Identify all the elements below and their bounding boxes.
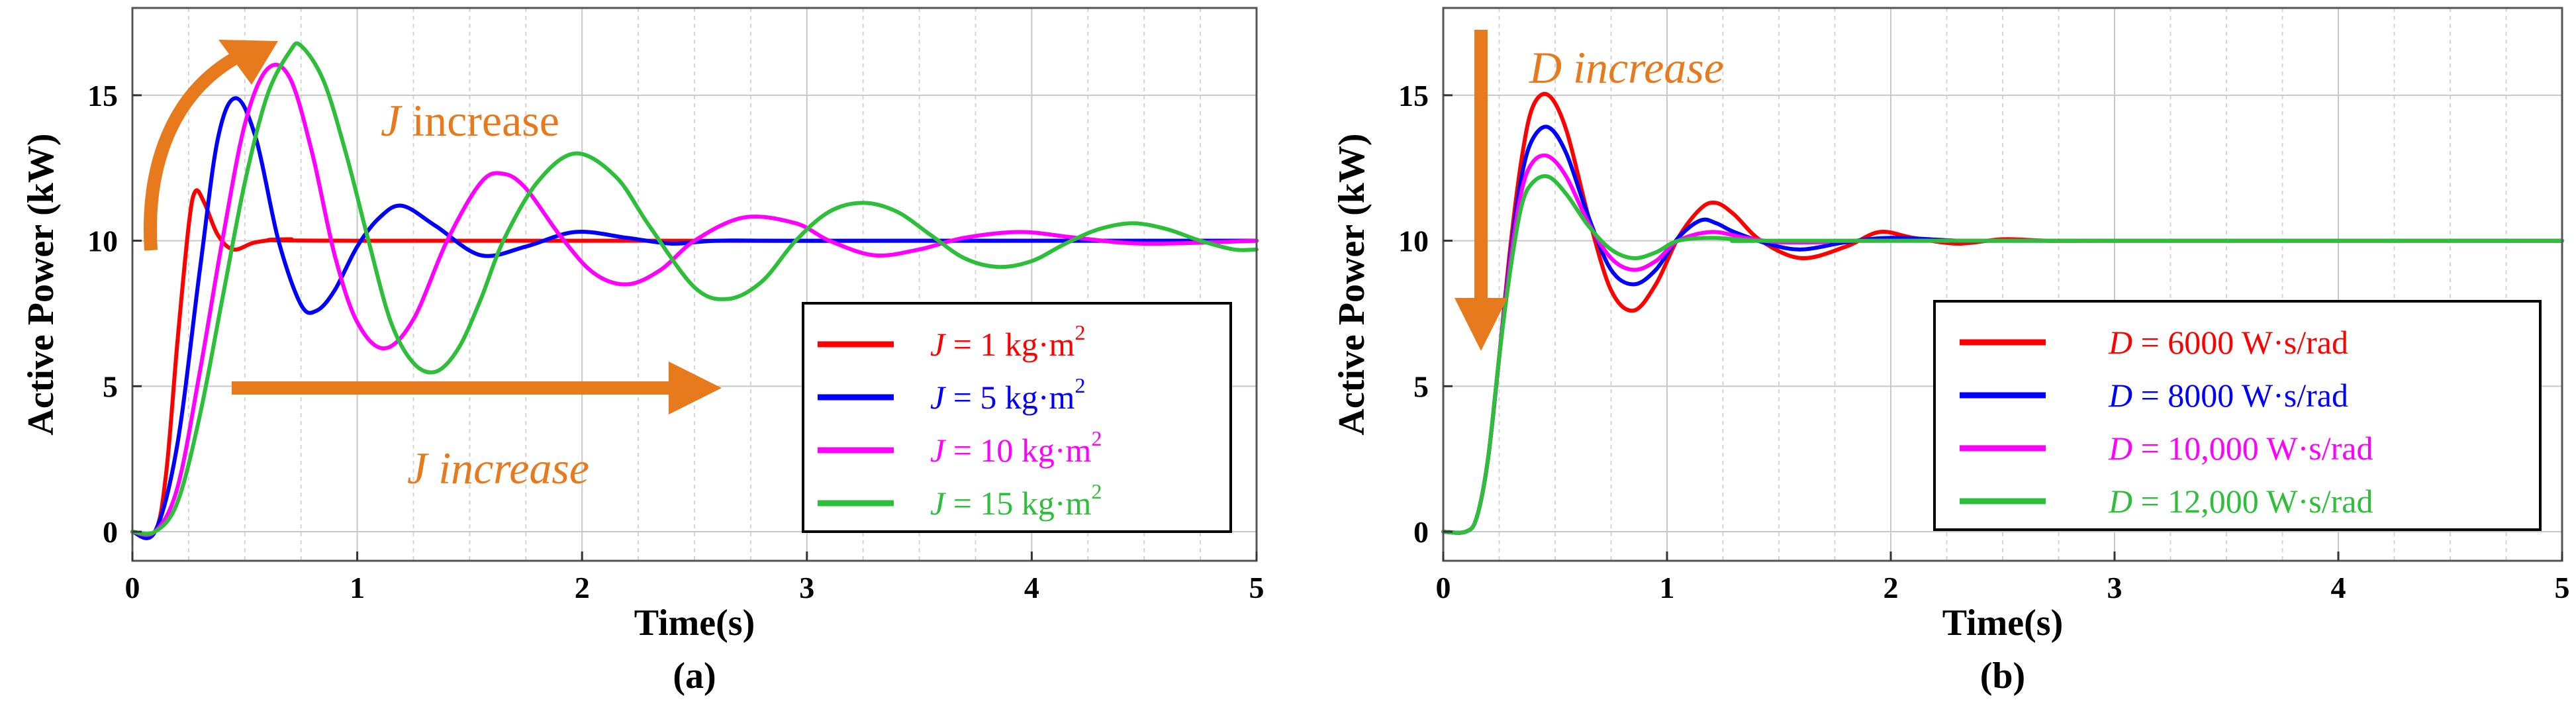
panel-label: (b)	[1980, 655, 2025, 697]
annotation-symbol: D	[1529, 42, 1562, 93]
y-axis-title: Active Power (kW)	[21, 133, 62, 435]
legend-superscript: 2	[1074, 320, 1085, 344]
legend-symbol: D	[2108, 430, 2132, 467]
legend-entry: J = 1 kg·m2	[930, 320, 1085, 363]
axes-frame	[1442, 7, 2563, 562]
annotation-text: increase	[1562, 42, 1724, 93]
annotation-text: increase	[401, 95, 559, 146]
legend-symbol: J	[930, 485, 947, 522]
legend-label: = 15 kg·m	[945, 485, 1091, 522]
series-line-2	[130, 62, 1259, 537]
x-tick-label: 4	[2331, 571, 2346, 604]
legend-symbol: J	[930, 326, 947, 363]
x-tick-label: 1	[1660, 571, 1675, 604]
x-tick-label: 3	[799, 571, 814, 604]
annotation-label: D increase	[1529, 42, 1724, 93]
y-axis-title: Active Power (kW)	[1331, 133, 1372, 435]
x-tick-label: 2	[1884, 571, 1899, 604]
y-tick-label: 0	[103, 515, 118, 549]
chart-panel-a: 0 1 2 3 4 5 0 5 10 15 Time(s) Active Power (kW) (a) J…	[21, 7, 1264, 697]
x-tick-label: 0	[125, 571, 140, 604]
panel-label: (a)	[673, 655, 716, 697]
legend-entry: D = 6000 W·s/rad	[2108, 324, 2348, 361]
legend-label: = 5 kg·m	[945, 379, 1074, 416]
x-tick-label: 0	[1436, 571, 1451, 604]
legend-label: = 12,000 W·s/rad	[2132, 483, 2373, 520]
annotation-arrow-head	[218, 40, 278, 85]
legend-entry: J = 15 kg·m2	[930, 479, 1102, 522]
legend-symbol: D	[2108, 324, 2132, 361]
x-axis-title: Time(s)	[634, 602, 755, 644]
annotation-label: J increase	[381, 95, 559, 146]
y-tick-label: 5	[103, 369, 118, 403]
legend-label: = 10 kg·m	[945, 432, 1091, 469]
x-tick-label: 3	[2107, 571, 2123, 604]
legend-symbol: J	[930, 379, 947, 416]
legend-superscript: 2	[1091, 479, 1102, 503]
legend-entry: D = 8000 W·s/rad	[2108, 377, 2348, 414]
annotation-up: J increase	[144, 40, 559, 251]
legend-label: = 10,000 W·s/rad	[2132, 430, 2373, 467]
y-tick-label: 5	[1413, 369, 1429, 403]
legend-label: = 8000 W·s/rad	[2132, 377, 2348, 414]
annotation-label: J increase	[407, 443, 589, 493]
series-line-3	[130, 41, 1259, 536]
y-tick-label: 15	[87, 79, 118, 113]
x-tick-label: 4	[1024, 571, 1039, 604]
legend-entry: D = 10,000 W·s/rad	[2108, 430, 2373, 467]
annotation-symbol: J	[381, 95, 403, 146]
y-tick-label: 15	[1398, 79, 1429, 113]
series-line-3	[1441, 174, 2564, 535]
x-tick-label: 2	[575, 571, 590, 604]
annotation-down: D increase	[1455, 30, 1724, 351]
legend-entry: J = 5 kg·m2	[930, 373, 1085, 416]
annotation-text: increase	[427, 443, 589, 493]
x-tick-label: 5	[1249, 571, 1264, 604]
y-tick-label: 10	[1398, 224, 1429, 258]
legend-symbol: J	[930, 432, 947, 469]
legend-symbol: D	[2108, 483, 2132, 520]
axes-frame	[131, 7, 1258, 562]
annotation-arrow	[144, 50, 242, 251]
legend-entry: J = 10 kg·m2	[930, 426, 1102, 469]
annotation-symbol: J	[407, 443, 429, 493]
legend-superscript: 2	[1091, 426, 1102, 450]
x-tick-label: 5	[2555, 571, 2570, 604]
legend-entry: D = 12,000 W·s/rad	[2108, 483, 2373, 520]
y-tick-label: 0	[1413, 515, 1429, 549]
annotation-right: J increase	[232, 362, 722, 493]
legend-symbol: D	[2108, 377, 2132, 414]
series-line-1	[130, 96, 1259, 540]
legend-label: = 1 kg·m	[945, 326, 1074, 363]
y-tick-label: 10	[87, 224, 118, 258]
legend: J = 1 kg·m2J = 5 kg·m2J = 10 kg·m2J = 15…	[802, 302, 1232, 533]
legend-label: = 6000 W·s/rad	[2132, 324, 2348, 361]
x-tick-label: 1	[350, 571, 365, 604]
chart-panel-b: 0 1 2 3 4 5 0 5 10 15 Time(s) Active Power (kW) (b) D…	[1331, 7, 2570, 697]
legend-superscript: 2	[1074, 373, 1085, 397]
x-axis-title: Time(s)	[1942, 602, 2064, 644]
